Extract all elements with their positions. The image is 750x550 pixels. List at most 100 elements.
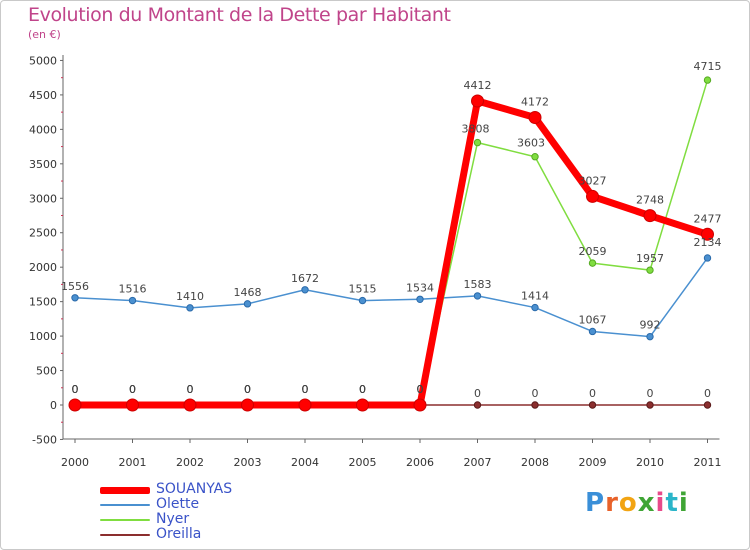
data-label-nyer: 0 — [72, 383, 79, 396]
data-point-olette — [531, 303, 539, 312]
data-point-souanyas — [643, 209, 657, 223]
data-point-olette — [243, 300, 252, 308]
legend-swatch — [100, 504, 150, 506]
data-label-souanyas: 0 — [129, 383, 136, 396]
data-point-nyer — [473, 138, 482, 147]
data-label-souanyas: 0 — [187, 383, 194, 396]
data-label-souanyas: 0 — [417, 383, 424, 396]
data-point-olette — [186, 304, 194, 312]
chart-subtitle: (en €) — [28, 28, 61, 41]
data-point-oreilla — [646, 401, 654, 409]
data-label-nyer: 0 — [187, 383, 194, 396]
data-label-nyer: 0 — [244, 383, 251, 396]
data-point-oreilla — [531, 401, 539, 409]
x-tick-label: 2000 — [61, 456, 89, 469]
y-tick-label: 0 — [50, 399, 57, 412]
x-tick-label: 2003 — [233, 456, 261, 469]
data-label-souanyas: 2748 — [636, 194, 664, 207]
data-label-oreilla: 0 — [359, 383, 366, 396]
data-label-olette: 1414 — [521, 290, 549, 303]
y-tick-label: 3000 — [29, 192, 57, 205]
proxiti-logo: Proxiti — [585, 488, 689, 518]
x-tick-label: 2007 — [463, 456, 491, 469]
y-tick-label: 1500 — [29, 296, 57, 309]
data-label-souanyas: 2477 — [694, 212, 722, 225]
x-tick-label: 2006 — [406, 456, 434, 469]
data-label-olette: 2134 — [694, 236, 722, 249]
data-label-olette: 1583 — [464, 278, 492, 291]
data-label-olette: 1672 — [291, 272, 319, 285]
data-label-oreilla: 0 — [532, 387, 539, 400]
data-label-olette: 1410 — [176, 290, 204, 303]
data-point-oreilla — [473, 401, 482, 409]
data-label-olette: 1516 — [119, 283, 147, 296]
data-label-souanyas: 3027 — [579, 174, 607, 187]
data-point-olette — [416, 295, 424, 303]
legend-label: SOUANYAS — [156, 481, 233, 497]
data-label-souanyas: 0 — [244, 383, 251, 396]
data-point-souanyas — [701, 227, 714, 241]
data-point-souanyas — [413, 398, 427, 412]
y-tick-label: 4500 — [29, 89, 57, 102]
y-tick-label: 500 — [36, 365, 57, 378]
data-point-olette — [588, 327, 597, 336]
series-line-olette — [74, 257, 709, 338]
data-point-nyer — [703, 76, 712, 84]
data-label-nyer: 4715 — [694, 60, 722, 73]
data-label-nyer: 0 — [359, 383, 366, 396]
data-label-souanyas: 4412 — [464, 79, 492, 92]
data-point-oreilla — [703, 401, 712, 409]
data-label-nyer: 0 — [302, 383, 309, 396]
x-tick-label: 2005 — [348, 456, 376, 469]
data-label-oreilla: 0 — [72, 383, 79, 396]
y-tick-label: 2500 — [29, 227, 57, 240]
series-line-nyer — [74, 79, 709, 406]
data-label-oreilla: 0 — [474, 387, 481, 400]
data-point-souanyas — [586, 189, 599, 203]
y-tick-label: 2000 — [29, 261, 57, 274]
data-label-oreilla: 0 — [647, 387, 654, 400]
x-tick-label: 2010 — [636, 456, 664, 469]
data-label-olette: 1515 — [349, 283, 377, 296]
data-label-oreilla: 0 — [417, 383, 424, 396]
data-point-souanyas — [356, 398, 369, 412]
data-label-olette: 1067 — [579, 313, 607, 326]
data-point-nyer — [588, 259, 597, 267]
y-tick-label: 1000 — [29, 330, 57, 343]
data-point-souanyas — [298, 398, 312, 412]
x-tick-label: 2009 — [578, 456, 606, 469]
x-tick-label: 2001 — [118, 456, 146, 469]
data-label-souanyas: 4172 — [521, 96, 549, 109]
data-label-oreilla: 0 — [704, 387, 711, 400]
y-tick-label: 4000 — [29, 123, 57, 136]
y-tick-label: 5000 — [29, 54, 57, 67]
legend-label: Oreilla — [156, 526, 202, 542]
data-point-souanyas — [528, 111, 542, 125]
data-label-olette: 992 — [640, 319, 661, 332]
y-tick-label: -500 — [32, 433, 57, 446]
data-point-olette — [71, 294, 79, 302]
x-tick-label: 2002 — [176, 456, 204, 469]
legend-label: Olette — [156, 496, 200, 512]
data-label-oreilla: 0 — [129, 383, 136, 396]
legend-swatch — [100, 487, 150, 494]
data-label-oreilla: 0 — [589, 387, 596, 400]
x-tick-label: 2011 — [693, 456, 721, 469]
data-label-nyer: 3603 — [517, 137, 545, 150]
data-label-souanyas: 0 — [302, 383, 309, 396]
y-tick-label: 3500 — [29, 158, 57, 171]
data-label-oreilla: 0 — [187, 383, 194, 396]
data-label-olette: 1534 — [406, 281, 434, 294]
data-label-nyer: 0 — [417, 383, 424, 396]
legend-swatch — [100, 534, 150, 536]
chart-title: Evolution du Montant de la Dette par Hab… — [28, 4, 451, 26]
x-tick-label: 2004 — [291, 456, 319, 469]
x-tick-label: 2008 — [521, 456, 549, 469]
data-point-olette — [646, 332, 654, 341]
data-label-olette: 1468 — [234, 286, 262, 299]
data-label-olette: 1556 — [61, 280, 89, 293]
data-point-olette — [301, 286, 309, 294]
data-label-souanyas: 0 — [72, 383, 79, 396]
